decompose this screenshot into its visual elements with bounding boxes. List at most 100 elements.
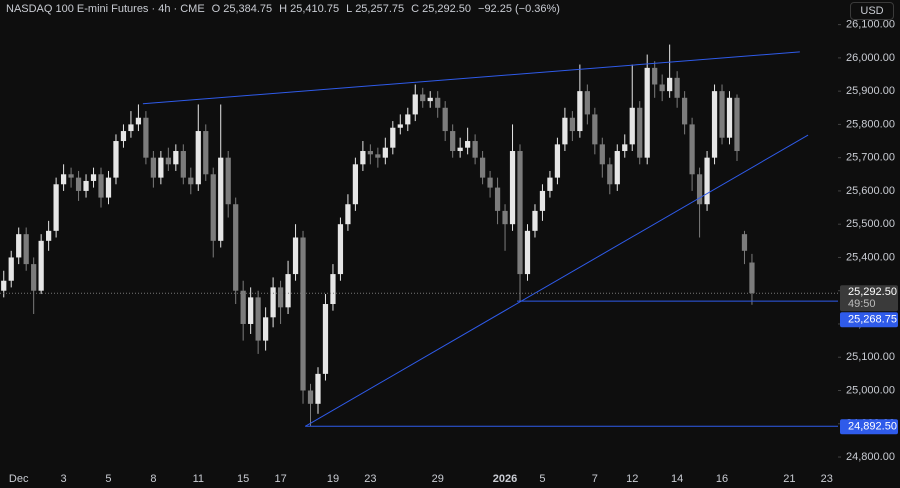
candle-body xyxy=(90,174,97,181)
x-tick-label: 15 xyxy=(237,473,249,485)
candle-body xyxy=(375,154,381,158)
candle-body xyxy=(188,177,194,185)
candle-body xyxy=(405,114,411,125)
candle-body xyxy=(367,151,373,155)
candle-body xyxy=(68,174,74,178)
y-tick-label: 24,800.00 xyxy=(846,451,895,463)
last-price-box xyxy=(840,285,898,312)
candle-body xyxy=(210,174,216,241)
candle-body xyxy=(75,177,82,191)
candle-body xyxy=(135,117,142,125)
candle-body xyxy=(427,97,433,102)
candle-body xyxy=(479,157,486,178)
candle-body xyxy=(292,237,299,275)
candle-body xyxy=(689,124,695,175)
candle-body xyxy=(330,274,336,305)
candle-body xyxy=(629,107,635,145)
currency-button[interactable]: USD xyxy=(850,2,894,20)
candle-body xyxy=(667,77,673,92)
candle-body xyxy=(203,131,209,175)
ohlc-value: 25,257.75 xyxy=(355,3,405,15)
candle-body xyxy=(412,94,418,115)
candle-body xyxy=(472,141,478,158)
candle-body xyxy=(420,94,426,102)
candle-body xyxy=(442,107,448,132)
y-tick-label: 26,000.00 xyxy=(846,52,895,64)
candle-body xyxy=(300,237,306,391)
candle-body xyxy=(592,114,598,145)
y-tick-label: 25,700.00 xyxy=(846,152,895,164)
x-tick-label: 5 xyxy=(105,473,111,485)
symbol-title: NASDAQ 100 E-mini Futures · 4h · CME xyxy=(6,3,205,15)
candle-body xyxy=(659,84,665,92)
y-tick-label: 25,600.00 xyxy=(846,185,895,197)
x-tick-label: 16 xyxy=(716,473,728,485)
candle-body xyxy=(105,177,112,198)
candle-body xyxy=(562,117,568,145)
level-box xyxy=(840,419,898,435)
x-tick-label: 8 xyxy=(150,473,156,485)
candle-body xyxy=(233,204,239,291)
candle-body xyxy=(577,91,583,132)
candle-body xyxy=(315,373,321,404)
ohlc-value: 25,292.50 xyxy=(422,3,472,15)
candle-body xyxy=(248,297,254,324)
x-tick-label: 14 xyxy=(671,473,683,485)
candle-body xyxy=(165,157,171,165)
y-tick-label: 25,900.00 xyxy=(846,85,895,97)
x-tick-label: 11 xyxy=(193,473,204,485)
candle-body xyxy=(120,131,127,142)
candle-body xyxy=(674,77,680,98)
x-tick-label: 17 xyxy=(274,473,286,485)
x-tick-label: 12 xyxy=(626,473,638,485)
trend-line xyxy=(142,51,800,105)
candle-body xyxy=(532,210,538,231)
x-tick-label: 23 xyxy=(364,473,376,485)
x-tick-label: Dec xyxy=(9,473,29,485)
x-tick-label: 29 xyxy=(432,473,444,485)
ohlc-key: O xyxy=(211,3,221,15)
candle-body xyxy=(726,97,733,138)
candle-body xyxy=(741,234,748,251)
candle-body xyxy=(285,274,291,308)
candle-body xyxy=(397,124,403,128)
candle-body xyxy=(360,151,366,165)
candle-body xyxy=(16,234,22,258)
ohlc-key: C xyxy=(411,3,420,15)
candle-body xyxy=(60,174,67,185)
candle-body xyxy=(345,204,351,225)
candle-body xyxy=(240,290,246,324)
level-box xyxy=(840,312,898,328)
x-tick-label: 5 xyxy=(539,473,545,485)
candle-body xyxy=(584,91,590,115)
trend-line xyxy=(305,134,809,427)
candle-body xyxy=(23,234,29,265)
candle-body xyxy=(517,151,523,275)
level-label: 24,892.50 xyxy=(848,421,897,433)
candle-body xyxy=(494,187,501,211)
x-tick-label: 2026 xyxy=(493,473,517,485)
candle-body xyxy=(173,151,179,165)
candle-body xyxy=(711,91,718,158)
candle-body xyxy=(704,157,710,205)
ohlc-value: 25,410.75 xyxy=(290,3,340,15)
candle-body xyxy=(31,264,37,291)
candle-body xyxy=(46,230,52,241)
candle-body xyxy=(53,184,59,231)
x-tick-label: 23 xyxy=(821,473,833,485)
x-tick-label: 19 xyxy=(327,473,339,485)
candle-body xyxy=(502,210,508,225)
candle-body xyxy=(255,297,261,341)
candle-body xyxy=(128,124,134,132)
candle-body xyxy=(150,157,157,178)
y-tick-label: 25,100.00 xyxy=(846,351,895,363)
candle-body xyxy=(539,190,546,211)
candle-body xyxy=(749,262,755,294)
candle-body xyxy=(277,287,284,308)
candle-body xyxy=(435,97,441,108)
candle-body xyxy=(599,144,605,165)
candle-body xyxy=(83,180,89,191)
